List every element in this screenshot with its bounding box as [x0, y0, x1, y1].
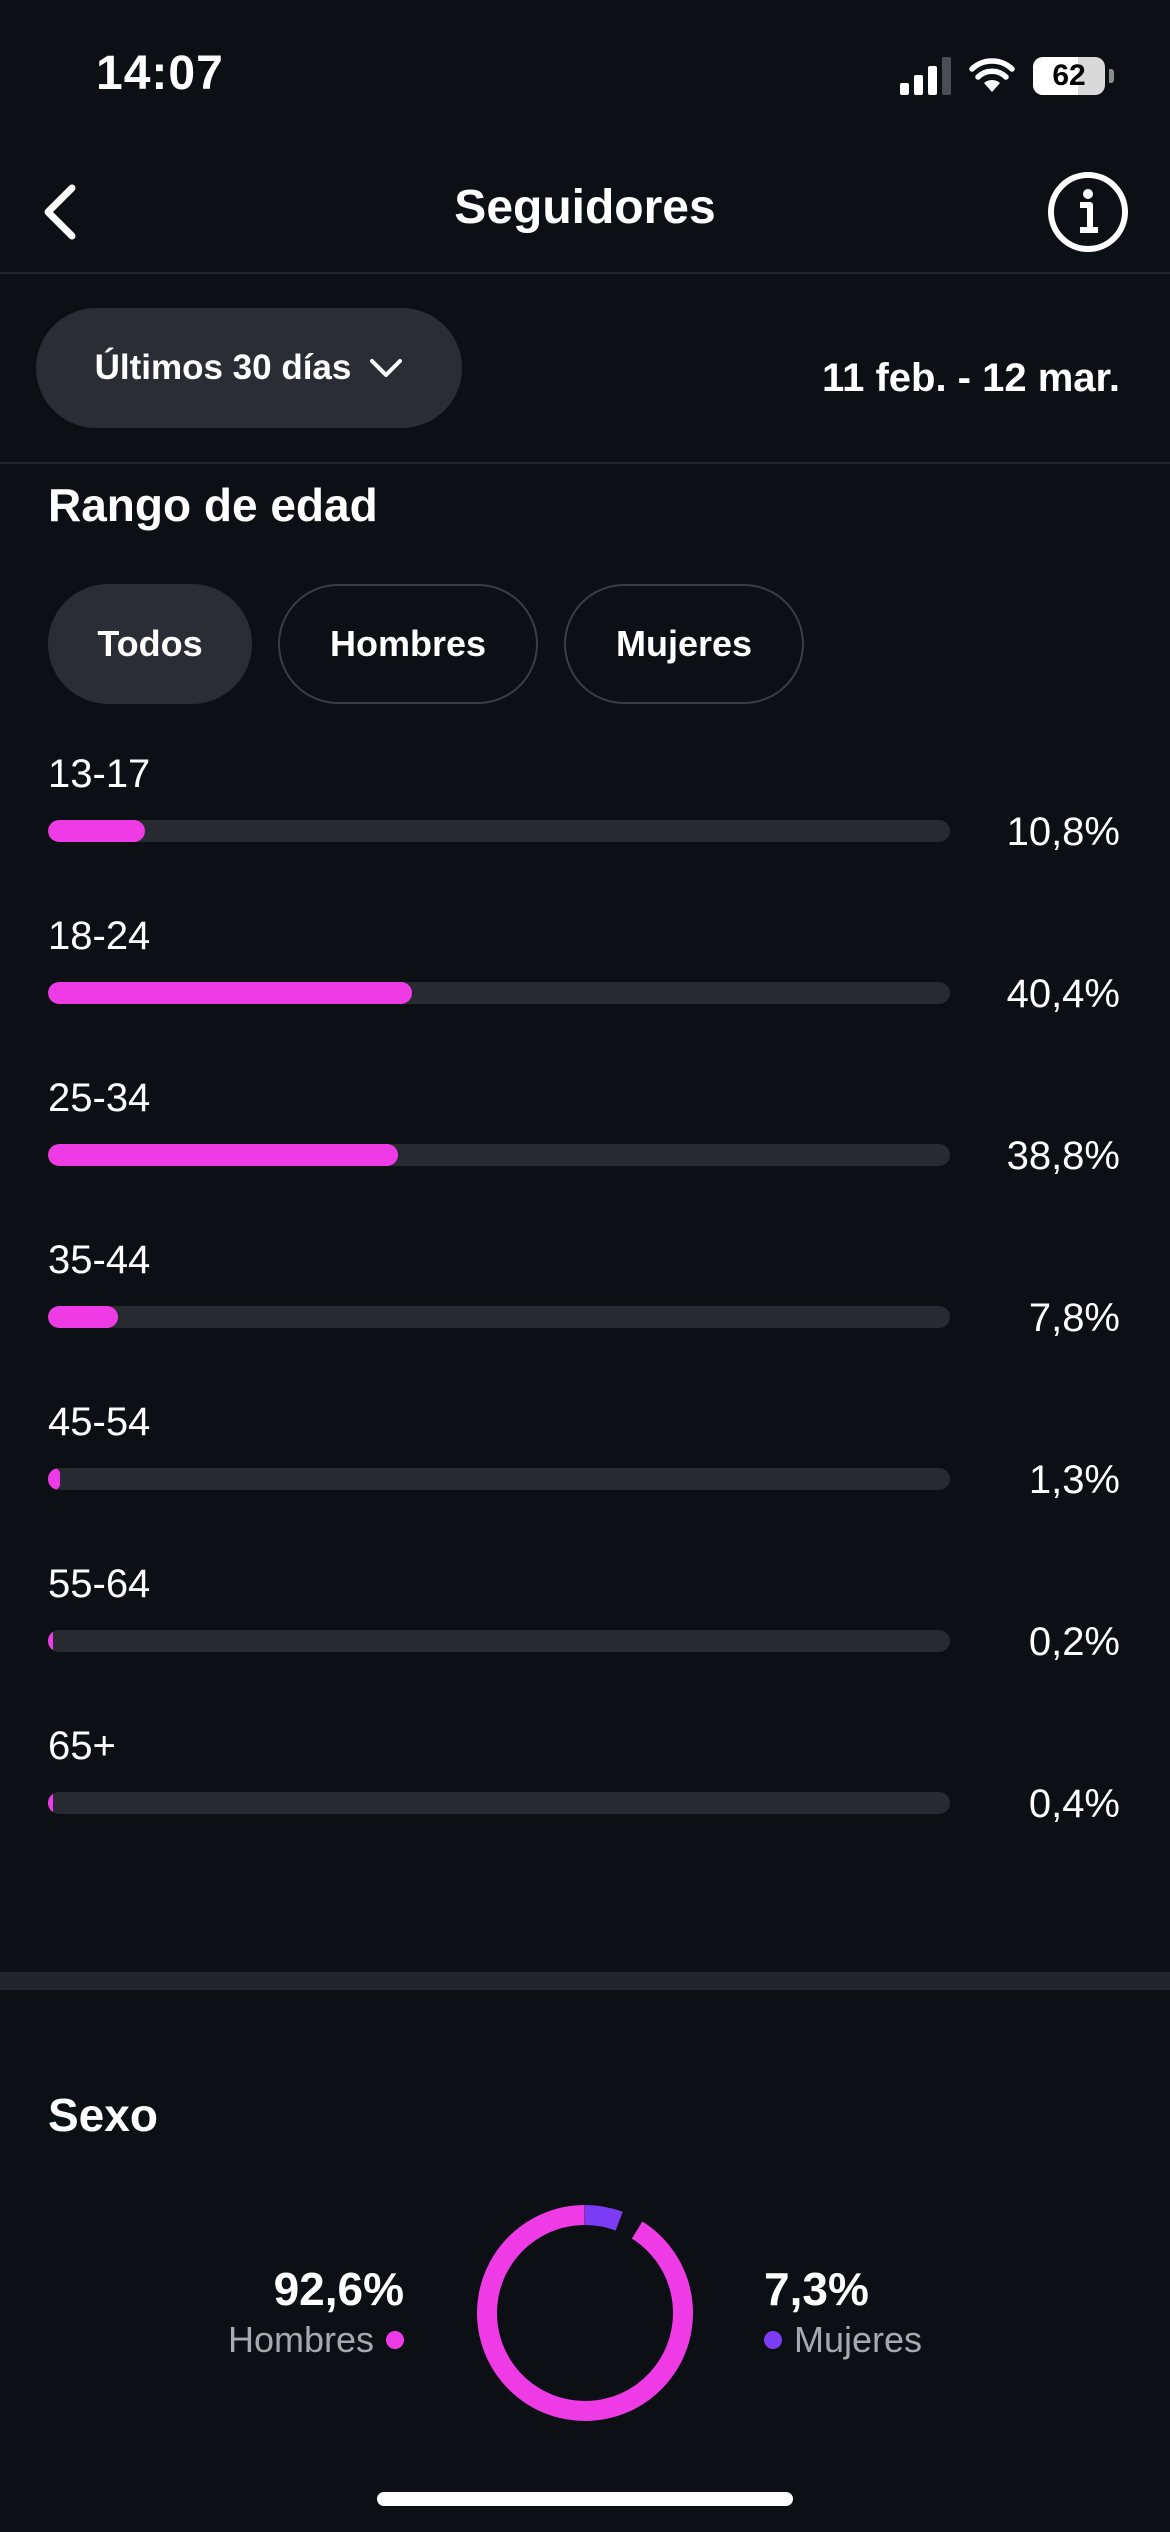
age-row-label: 35-44 [48, 1238, 151, 1282]
age-bar-track [48, 1630, 950, 1652]
donut-segment-men [477, 2205, 693, 2421]
age-row-value: 10,8% [1006, 810, 1120, 854]
age-bar-track [48, 1468, 950, 1490]
age-bar-fill [48, 1792, 54, 1814]
battery-cap [1109, 69, 1114, 83]
age-row-label: 65+ [48, 1724, 116, 1768]
age-range-title: Rango de edad [48, 479, 378, 531]
age-bar-track [48, 1306, 950, 1328]
age-bar-fill [48, 820, 146, 842]
men-percent: 92,6% [273, 2263, 404, 2315]
men-legend-dot [386, 2331, 404, 2349]
home-indicator[interactable] [377, 2492, 793, 2506]
back-button[interactable] [20, 172, 100, 252]
gender-men-stat: 92,6% Hombres [228, 2260, 404, 2362]
women-legend-dot [764, 2331, 782, 2349]
age-row: 45-54 1,3% [48, 1400, 1120, 1520]
status-time: 14:07 [96, 47, 224, 100]
cellular-signal-icon [900, 57, 951, 95]
page-title: Seguidores [454, 181, 716, 234]
status-icons: 62 [900, 54, 1114, 98]
tab-hombres[interactable]: Hombres [278, 584, 538, 704]
age-row: 25-34 38,8% [48, 1076, 1120, 1196]
age-bar-fill [48, 1306, 119, 1328]
info-icon [1048, 172, 1128, 252]
age-row-label: 18-24 [48, 914, 151, 958]
age-row-value: 1,3% [1028, 1458, 1120, 1502]
women-legend-label: Mujeres [794, 2319, 923, 2360]
women-percent: 7,3% [764, 2263, 869, 2315]
age-bar-fill [48, 1144, 398, 1166]
age-row: 13-17 10,8% [48, 752, 1120, 872]
age-bar-track [48, 1792, 950, 1814]
donut-segment-women [477, 2205, 693, 2421]
battery-icon: 62 [1033, 57, 1105, 95]
men-legend: Hombres [228, 2318, 404, 2362]
age-bar-track [48, 1144, 950, 1166]
gender-women-stat: 7,3% Mujeres [764, 2260, 922, 2362]
age-row: 55-64 0,2% [48, 1562, 1120, 1682]
age-bar-fill [48, 1468, 60, 1490]
chevron-down-icon [370, 359, 403, 377]
date-range-text: 11 feb. - 12 mar. [822, 356, 1120, 400]
tab-mujeres[interactable]: Mujeres [564, 584, 804, 704]
age-row-value: 0,4% [1028, 1782, 1120, 1826]
nav-bar: Seguidores [0, 150, 1170, 274]
age-row-label: 45-54 [48, 1400, 151, 1444]
date-range-dropdown-label: Últimos 30 días [94, 348, 352, 387]
tab-todos[interactable]: Todos [48, 584, 252, 704]
wifi-icon [969, 58, 1015, 92]
battery-level: 62 [1052, 59, 1086, 92]
age-row: 18-24 40,4% [48, 914, 1120, 1034]
status-bar: 14:07 62 [0, 0, 1170, 150]
date-range-dropdown[interactable]: Últimos 30 días [36, 308, 462, 428]
age-bar-fill [48, 1630, 54, 1652]
age-row-value: 7,8% [1028, 1296, 1120, 1340]
chevron-left-icon [44, 184, 76, 240]
men-legend-label: Hombres [227, 2319, 374, 2360]
age-bar-track [48, 982, 950, 1004]
age-row-label: 25-34 [48, 1076, 151, 1120]
age-bar-fill [48, 982, 413, 1004]
gender-donut-chart [477, 2205, 693, 2421]
filter-row: Últimos 30 días 11 feb. - 12 mar. [0, 276, 1170, 464]
age-row-label: 13-17 [48, 752, 151, 796]
gender-title: Sexo [48, 2089, 158, 2141]
age-row: 35-44 7,8% [48, 1238, 1120, 1358]
age-row-value: 38,8% [1006, 1134, 1120, 1178]
age-row: 65+ 0,4% [48, 1724, 1120, 1844]
age-row-label: 55-64 [48, 1562, 151, 1606]
age-row-value: 40,4% [1006, 972, 1120, 1016]
age-row-value: 0,2% [1028, 1620, 1120, 1664]
section-divider [0, 1972, 1170, 1990]
gender-filter-tabs: Todos Hombres Mujeres [48, 584, 804, 704]
age-bar-track [48, 820, 950, 842]
info-button[interactable] [1046, 170, 1130, 254]
women-legend: Mujeres [764, 2318, 922, 2362]
